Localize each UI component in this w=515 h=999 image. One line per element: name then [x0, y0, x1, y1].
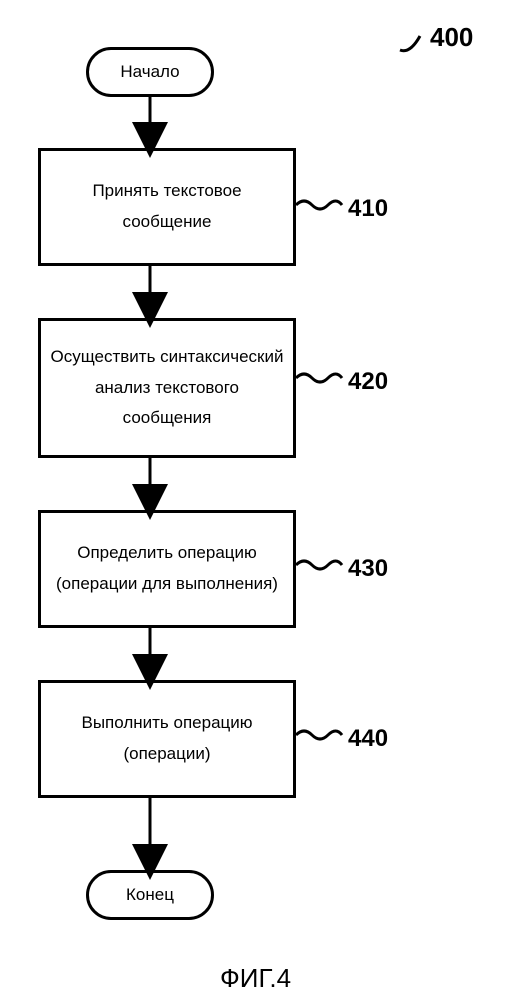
process-420-text: Осуществить синтаксический анализ тексто… [49, 342, 285, 434]
process-440: Выполнить операцию (операции) [38, 680, 296, 798]
process-440-label: 440 [348, 725, 388, 753]
terminator-end-text: Конец [126, 885, 174, 905]
process-430: Определить операцию (операции для выполн… [38, 510, 296, 628]
process-410: Принять текстовое сообщение [38, 148, 296, 266]
process-430-label: 430 [348, 555, 388, 583]
terminator-start: Начало [86, 47, 214, 97]
flowchart-canvas: 400 Начало Принять текстовое сообщение 4… [0, 0, 515, 999]
process-410-label: 410 [348, 195, 388, 223]
figure-caption: ФИГ.4 [220, 963, 291, 994]
figure-number-label: 400 [430, 22, 473, 53]
terminator-start-text: Начало [120, 62, 179, 82]
process-410-text: Принять текстовое сообщение [49, 176, 285, 237]
terminator-end: Конец [86, 870, 214, 920]
process-430-text: Определить операцию (операции для выполн… [49, 538, 285, 599]
process-420: Осуществить синтаксический анализ тексто… [38, 318, 296, 458]
process-420-label: 420 [348, 368, 388, 396]
process-440-text: Выполнить операцию (операции) [49, 708, 285, 769]
